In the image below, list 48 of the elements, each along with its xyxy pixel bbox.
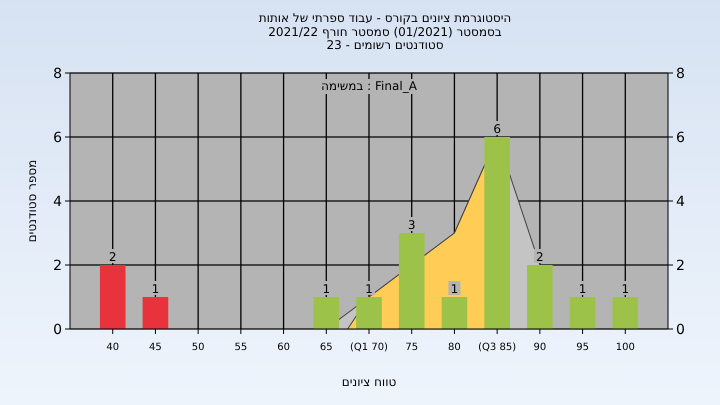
y2-tick-label: 0 [676,322,685,338]
bar [484,137,510,329]
bar [612,297,638,329]
y-tick-label: 4 [53,194,62,210]
x-tick-label: 95 [576,342,589,353]
x-tick-label: 90 [533,342,546,353]
chart-subtitle: בסמסטר (01/2021) סמסטר חורף 2021/22 סטודנטים רשומים - 23 [268,25,502,52]
bar [442,297,468,329]
bar [570,297,596,329]
x-tick-label: 80 [448,342,461,353]
data-label: 1 [450,282,458,296]
x-tick-label: 100 [616,342,635,353]
data-label: 1 [152,282,160,296]
y-axis-title: מספר סטודנטים [25,160,39,242]
y-tick-label: 8 [53,66,62,82]
bar [398,233,425,329]
x-axis-title: טווח ציונים [342,375,396,389]
x-tick-label: (Q1 70) [350,342,388,353]
x-tick-label: 45 [149,342,162,353]
x-tick-label: 50 [192,342,205,353]
bar [142,297,168,329]
y-tick-label: 6 [53,130,62,146]
data-label: 2 [108,250,117,264]
bar [313,297,340,329]
annotation: במשימה : Final_A [321,79,418,93]
y2-tick-label: 8 [676,66,685,82]
x-tick-label: (Q3 85) [478,342,516,353]
chart-title: היסטוגרמת ציונים בקורס - עבוד ספרתי של אותות [258,11,512,25]
y2-tick-label: 2 [676,258,685,274]
y-tick-label: 2 [53,258,62,274]
x-tick-label: 60 [277,342,290,353]
data-label: 1 [365,282,373,296]
y2-tick-label: 4 [676,194,685,210]
data-label: 6 [493,122,501,136]
x-tick-label: 55 [234,342,248,353]
x-tick-label: 75 [405,342,418,353]
data-label: 3 [408,218,416,232]
data-label: 2 [536,250,544,264]
data-label: 1 [322,282,330,296]
x-tick-label: 65 [320,342,333,353]
x-tick-label: 40 [106,342,120,353]
bar [527,265,553,329]
bar [356,297,382,329]
y-tick-label: 0 [53,322,62,338]
data-label: 1 [621,282,630,296]
bar [100,265,126,329]
data-label: 1 [578,282,586,296]
y2-tick-label: 6 [676,130,685,146]
